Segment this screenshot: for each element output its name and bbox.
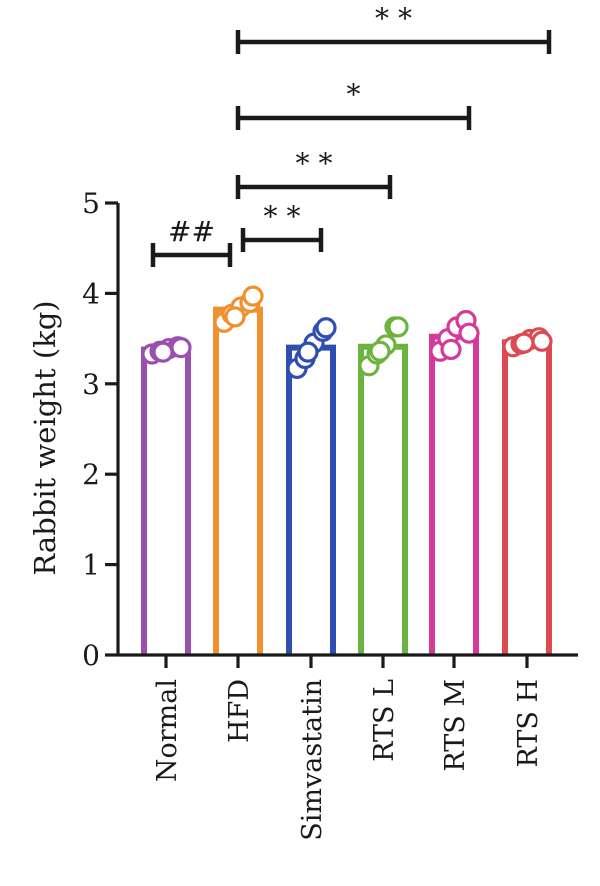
bar [358, 343, 408, 655]
significance-label: * * [375, 2, 412, 35]
y-axis-title: Rabbit weight (kg) [28, 300, 62, 575]
bars [141, 306, 552, 655]
significance-brackets: ## * * * * * * * [150, 2, 552, 267]
y-tick-label: 5 [82, 187, 100, 220]
x-tick-label: RTS M [440, 679, 471, 772]
data-point [224, 306, 246, 328]
y-tick-label: 1 [82, 549, 100, 582]
data-point [315, 317, 337, 339]
significance-label: * * [296, 147, 333, 180]
data-point [369, 340, 391, 362]
data-point [440, 338, 462, 361]
significance-label: * [347, 78, 361, 111]
x-tick-label: Normal [152, 679, 183, 782]
y-tick-label: 4 [82, 277, 100, 310]
data-point [170, 337, 192, 359]
y-tick-label: 2 [82, 458, 100, 491]
data-point [458, 322, 480, 344]
x-tick-label: RTS H [513, 679, 544, 768]
bar [502, 339, 552, 655]
data-point [242, 285, 264, 307]
bar [141, 346, 191, 655]
data-point [297, 341, 319, 363]
y-axis: 0 1 2 3 4 5 [82, 187, 120, 672]
significance-label: ## [168, 215, 215, 248]
bar [286, 344, 336, 655]
x-tick-label: HFD [224, 679, 255, 743]
y-tick-label: 0 [82, 639, 100, 672]
significance-label: * * [264, 200, 301, 233]
x-tick-label: Simvastatin [297, 679, 328, 841]
data-point [531, 330, 553, 352]
data-point [152, 341, 174, 363]
bar [429, 333, 479, 655]
x-axis: Normal HFD Simvastatin RTS L RTS M RTS H [118, 653, 578, 841]
data-points [141, 285, 553, 380]
x-tick-label: RTS L [369, 679, 400, 762]
data-point [387, 316, 409, 338]
y-tick-label: 3 [82, 368, 100, 401]
data-point [513, 332, 535, 354]
bar [213, 306, 263, 655]
